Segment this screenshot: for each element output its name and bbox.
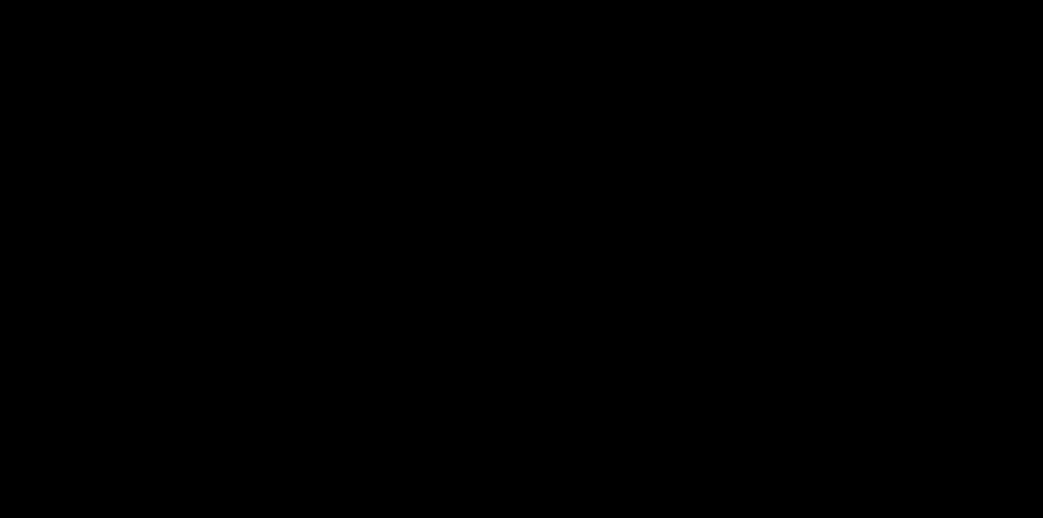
word-cloud [0, 0, 1043, 518]
